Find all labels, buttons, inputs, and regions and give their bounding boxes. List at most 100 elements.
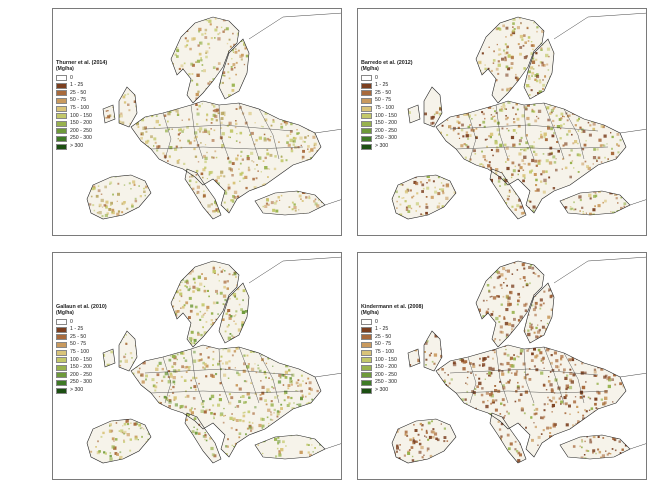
legend-swatch <box>56 82 67 89</box>
legend-class: 25 - 50 <box>361 90 413 98</box>
legend-class-label: 0 <box>70 318 73 325</box>
country-border <box>258 352 280 404</box>
legend-class: 250 - 300 <box>56 379 107 387</box>
legend-swatch <box>56 90 67 97</box>
country-border <box>523 348 535 404</box>
coastline <box>218 38 250 100</box>
legend-class-label: 150 - 200 <box>70 120 92 127</box>
legend-class: 75 - 100 <box>56 105 107 113</box>
land-area <box>185 413 221 463</box>
legend-class-label: 200 - 250 <box>70 371 92 378</box>
legend-class: 75 - 100 <box>361 349 423 357</box>
coastline <box>170 260 240 348</box>
legend-class: 250 - 300 <box>56 135 107 143</box>
land-area <box>392 419 456 463</box>
legend-class-label: 25 - 50 <box>70 89 87 96</box>
legend-class-label: > 300 <box>375 142 389 149</box>
coastline <box>184 412 222 464</box>
legend-swatch <box>56 128 67 135</box>
land-area <box>436 345 626 457</box>
legend-class: 150 - 200 <box>361 364 423 372</box>
legend-class: 0 <box>56 74 107 82</box>
legend-class: > 300 <box>361 387 423 395</box>
legend-class-label: 250 - 300 <box>70 379 92 386</box>
coastline <box>407 348 421 368</box>
legend-class-label: 25 - 50 <box>375 89 392 96</box>
legend-swatch <box>56 357 67 364</box>
country-border <box>449 368 599 376</box>
legend-swatch <box>361 105 372 112</box>
legend-class-label: 150 - 200 <box>70 364 92 371</box>
legend-swatch <box>56 372 67 379</box>
coastline <box>489 412 527 464</box>
legend-class: 150 - 200 <box>361 120 413 128</box>
coastline <box>391 174 457 220</box>
legend-title: Kindermann et al. (2008) <box>361 304 424 310</box>
legend-class: 25 - 50 <box>56 90 107 98</box>
legend-swatch <box>361 319 372 326</box>
land-area <box>476 17 544 103</box>
country-border <box>455 390 609 394</box>
coastline <box>475 16 545 104</box>
land-area <box>424 87 442 127</box>
eastern-outline <box>248 256 341 450</box>
legend-class-label: 100 - 150 <box>375 112 397 119</box>
coastline <box>423 86 443 128</box>
legend-swatch <box>361 97 372 104</box>
legend-swatch <box>361 90 372 97</box>
land-area <box>119 331 137 371</box>
legend-class-label: 50 - 75 <box>375 341 392 348</box>
coastline <box>102 104 116 124</box>
legend-class-label: 200 - 250 <box>375 371 397 378</box>
legend-unit: (Mg/ha) <box>56 310 74 317</box>
legend-class-label: 50 - 75 <box>70 97 87 104</box>
legend-class-label: 0 <box>375 318 378 325</box>
country-border <box>467 356 477 404</box>
legend-swatch <box>361 326 372 333</box>
land-area <box>119 87 137 127</box>
biomass-map <box>391 12 646 220</box>
legend-class: 0 <box>56 318 107 326</box>
legend-class-label: 0 <box>375 74 378 81</box>
legend-swatch <box>361 357 372 364</box>
coastline <box>118 86 138 128</box>
legend-swatch <box>56 97 67 104</box>
legend-swatch <box>361 372 372 379</box>
coastline <box>118 330 138 372</box>
legend-class-label: 75 - 100 <box>70 348 90 355</box>
legend-swatch <box>56 105 67 112</box>
legend-class: 75 - 100 <box>361 105 413 113</box>
land-area <box>436 101 626 213</box>
country-border <box>258 108 280 160</box>
legend-swatch <box>361 120 372 127</box>
legend-class: 50 - 75 <box>361 97 413 105</box>
legend-class: 150 - 200 <box>56 364 107 372</box>
legend-class: 0 <box>361 74 413 82</box>
country-border <box>563 108 585 160</box>
legend-class: 0 <box>361 318 423 326</box>
legend-swatch <box>56 349 67 356</box>
legend-class: 1 - 25 <box>361 82 413 90</box>
coastline <box>523 282 555 344</box>
legend-swatch <box>56 364 67 371</box>
legend-class-label: 200 - 250 <box>375 127 397 134</box>
legend-class-label: 25 - 50 <box>70 333 87 340</box>
legend-class-label: 1 - 25 <box>70 326 84 333</box>
legend-swatch <box>56 75 67 82</box>
country-border <box>563 352 585 404</box>
legend-class: 100 - 150 <box>56 112 107 120</box>
land-area <box>171 17 239 103</box>
coastline <box>435 344 627 458</box>
legend-class-label: 150 - 200 <box>375 120 397 127</box>
legend-unit: (Mg/ha) <box>361 66 379 73</box>
coastline <box>475 260 545 348</box>
country-border <box>190 348 204 404</box>
legend-class: 1 - 25 <box>56 326 107 334</box>
legend-class-label: 1 - 25 <box>375 326 389 333</box>
